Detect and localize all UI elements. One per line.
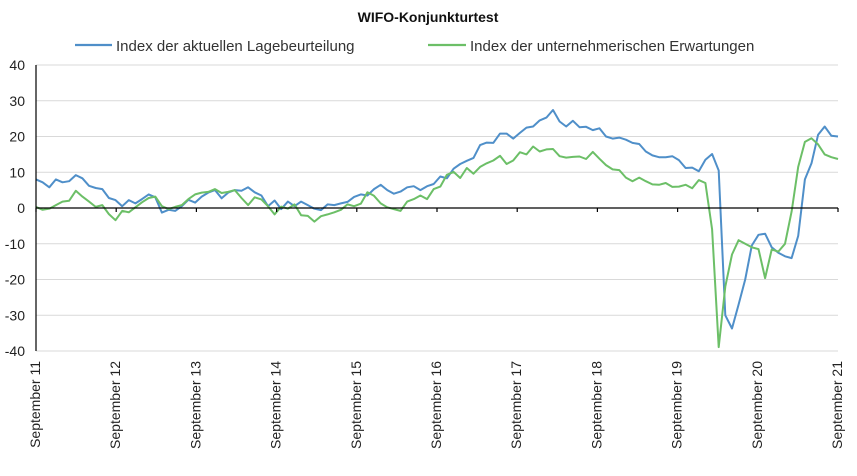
x-tick-label: September 17 <box>508 361 524 449</box>
y-tick-label: -10 <box>5 236 25 252</box>
x-tick-label: September 20 <box>749 361 765 449</box>
y-tick-label: -20 <box>5 272 25 288</box>
axes <box>35 65 839 351</box>
legend-item-erwartungen: Index der unternehmerischen Erwartungen <box>428 38 754 55</box>
x-tick-label: September 14 <box>268 361 284 449</box>
chart-title: WIFO-Konjunkturtest <box>358 9 499 25</box>
series-line-lagebeurteilung <box>35 109 839 330</box>
gridlines <box>36 64 838 352</box>
series-line-erwartungen <box>35 137 839 349</box>
y-tick-label: 40 <box>9 57 25 73</box>
x-axis-tick-labels: September 11 September 12 September 13 Sept… <box>27 361 845 449</box>
series-lines <box>35 109 839 349</box>
x-tick-label: September 18 <box>588 361 604 449</box>
x-tick-label: September 11 <box>27 361 43 448</box>
y-tick-label: 0 <box>17 200 25 216</box>
y-tick-label: 10 <box>9 164 25 180</box>
y-tick-label: -40 <box>5 343 25 359</box>
x-tick-label: September 19 <box>669 361 685 449</box>
y-tick-label: -30 <box>5 307 25 323</box>
x-tick-label: September 15 <box>348 361 364 449</box>
x-tick-label: September 13 <box>187 361 203 449</box>
y-tick-label: 20 <box>9 129 25 145</box>
y-tick-label: 30 <box>9 93 25 109</box>
legend: Index der aktuellen Lagebeurteilung Inde… <box>75 38 754 55</box>
x-tick-label: September 12 <box>107 361 123 449</box>
legend-label-erwartungen: Index der unternehmerischen Erwartungen <box>470 38 754 55</box>
legend-label-lagebeurteilung: Index der aktuellen Lagebeurteilung <box>116 38 355 55</box>
legend-item-lagebeurteilung: Index der aktuellen Lagebeurteilung <box>75 38 355 55</box>
x-tick-label: September 16 <box>428 361 444 449</box>
y-axis-tick-labels: 40 30 20 10 0 -10 -20 -30 -40 <box>5 57 25 359</box>
x-tick-label: September 21 <box>829 361 845 449</box>
